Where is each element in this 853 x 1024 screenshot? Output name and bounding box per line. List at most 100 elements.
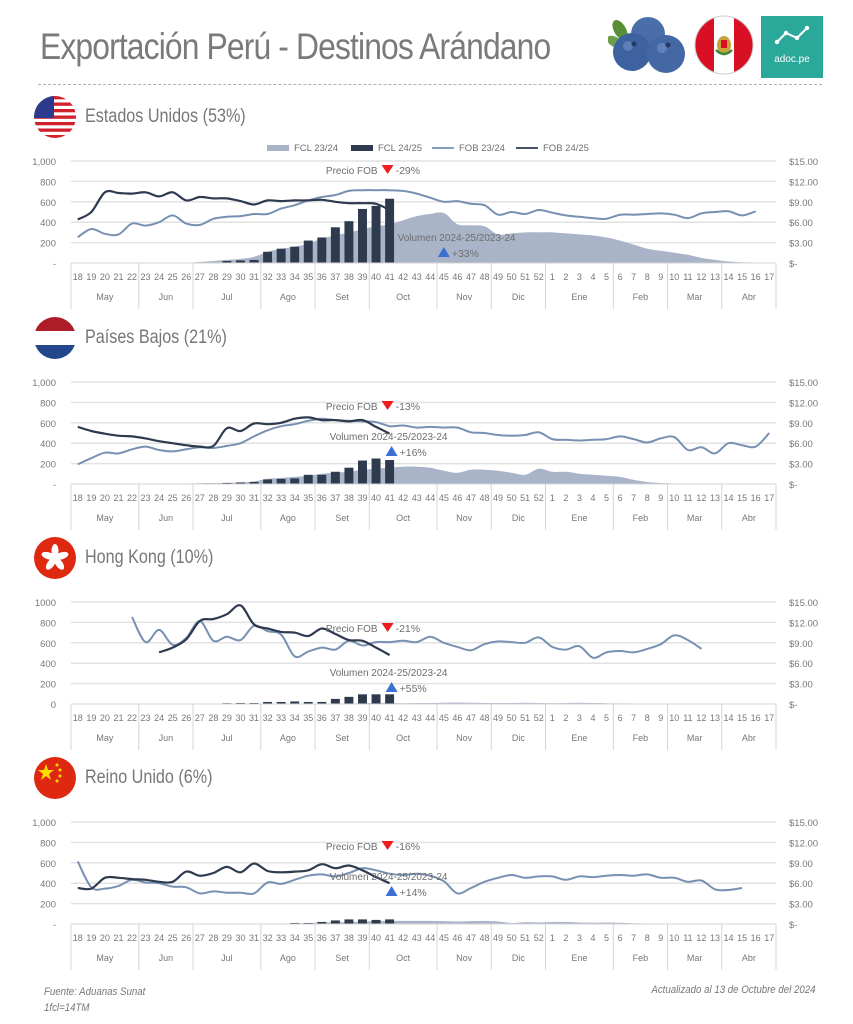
x-tick-week: 47 [466,713,476,723]
x-tick-month: Ago [280,513,296,523]
y-right-tick-label: $9.00 [789,859,813,870]
line-fob-23-24 [77,189,757,239]
x-tick-week: 2 [563,713,568,723]
x-tick-week: 27 [195,272,205,282]
x-tick-week: 7 [631,493,636,503]
bar-fcl-24-25 [371,694,381,704]
x-tick-month: Set [335,733,349,743]
x-tick-week: 42 [398,933,408,943]
x-tick-week: 9 [658,713,663,723]
x-tick-week: 35 [303,493,313,503]
x-tick-week: 21 [113,933,123,943]
x-tick-week: 44 [425,933,435,943]
x-tick-week: 50 [507,272,517,282]
y-right-tick-label: $6.00 [789,659,813,670]
page-title: Exportación Perú - Destinos Arándano [40,26,551,67]
y-left-tick-label: 1000 [35,598,56,609]
price-annotation-label: Precio FOB [326,166,378,177]
x-tick-week: 8 [645,933,650,943]
volume-annotation-label: Volumen 2024-25/2023-24 [330,872,448,883]
x-tick-week: 14 [724,933,734,943]
legend-label-fob-prev: FOB 23/24 [459,143,505,154]
x-tick-week: 52 [534,493,544,503]
x-tick-week: 33 [276,493,286,503]
bar-fcl-24-25 [222,260,232,263]
x-tick-week: 16 [751,493,761,503]
x-tick-week: 28 [208,713,218,723]
x-tick-week: 52 [534,713,544,723]
volume-up-arrow-icon [385,682,398,692]
x-tick-week: 30 [235,713,245,723]
adoc-brand-text: adoc.pe [774,54,810,65]
usa-flag-icon [34,96,76,138]
price-change-value: -16% [396,841,421,853]
y-left-tick-label: 200 [40,460,56,471]
bar-fcl-24-25 [371,458,381,484]
bar-fcl-24-25 [276,478,286,484]
x-tick-week: 30 [235,493,245,503]
x-tick-week: 1 [550,713,555,723]
x-tick-month: Ene [571,733,587,743]
x-tick-week: 32 [263,272,273,282]
x-tick-week: 29 [222,713,232,723]
x-tick-week: 3 [577,493,582,503]
x-tick-week: 44 [425,713,435,723]
x-tick-week: 45 [439,493,449,503]
x-tick-week: 46 [452,272,462,282]
y-left-tick-label: 200 [40,680,56,691]
x-tick-week: 13 [710,933,720,943]
x-tick-week: 4 [590,272,595,282]
volume-annotation-label: Volumen 2024-25/2023-24 [398,233,516,244]
x-tick-week: 11 [683,713,692,723]
y-left-tick-label: - [53,259,56,270]
x-tick-month: May [96,292,114,302]
bar-fcl-24-25 [330,698,340,704]
x-tick-week: 34 [290,493,300,503]
x-tick-month: Abr [742,513,756,523]
x-tick-month: Nov [456,733,473,743]
chart-legend: FCL 23/24 FCL 24/25 FOB 23/24 FOB 24/25 [267,143,589,154]
x-tick-week: 10 [669,493,679,503]
x-tick-week: 17 [764,272,774,282]
bar-fcl-24-25 [317,921,327,924]
y-left-tick-label: 800 [40,838,56,849]
x-tick-month: Set [335,292,349,302]
chart-hong-kong: 0 200 400 600 800 1000 $- $3.00 $6.00 $9.00 $12.00… [35,598,818,750]
x-tick-week: 23 [141,933,151,943]
price-down-arrow-icon [381,623,394,632]
x-tick-month: Jun [159,292,174,302]
x-tick-week: 46 [452,713,462,723]
x-tick-month: Nov [456,513,473,523]
price-annotation-label: Precio FOB [326,402,378,413]
legend-swatch-fcl-curr [351,145,373,151]
bar-fcl-24-25 [330,227,340,263]
source-text: Fuente: Aduanas Sunat [44,986,146,998]
x-tick-month: Dic [512,292,525,302]
header-divider [38,84,822,85]
bar-fcl-24-25 [317,701,327,704]
x-tick-week: 1 [550,272,555,282]
x-tick-week: 48 [480,493,490,503]
x-tick-month: Mar [687,513,703,523]
x-tick-month: Jun [159,733,174,743]
bar-fcl-24-25 [235,482,245,484]
x-tick-month: Oct [396,513,411,523]
x-tick-week: 30 [235,933,245,943]
bar-fcl-24-25 [276,701,286,704]
y-right-tick-label: $12.00 [789,177,818,188]
x-tick-week: 46 [452,933,462,943]
x-tick-week: 9 [658,933,663,943]
x-tick-week: 13 [710,272,720,282]
bar-fcl-24-25 [371,919,381,924]
x-tick-week: 7 [631,933,636,943]
y-right-tick-label: $9.00 [789,639,813,650]
x-tick-week: 24 [154,272,164,282]
x-tick-week: 12 [696,493,706,503]
x-tick-month: Jun [159,513,174,523]
x-tick-week: 43 [412,933,422,943]
x-tick-week: 24 [154,493,164,503]
section-title: Reino Unido (6%) [85,767,213,788]
section-title: Estados Unidos (53%) [85,106,246,127]
y-left-tick-label: 800 [40,177,56,188]
x-tick-week: 47 [466,272,476,282]
